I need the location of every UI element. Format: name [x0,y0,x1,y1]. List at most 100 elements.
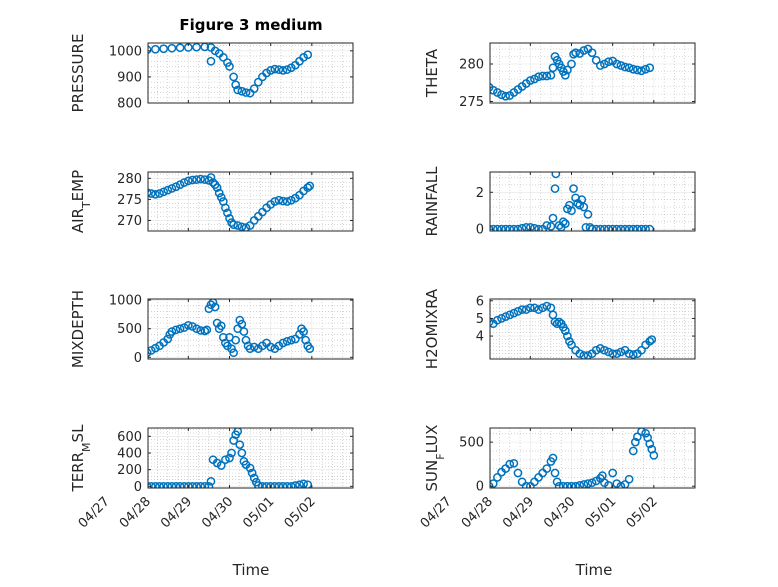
data-point [591,55,601,65]
data-point [497,90,506,100]
data-point [542,464,552,473]
data-point [548,63,558,73]
data-point [286,481,296,488]
data-point [159,44,168,54]
x-tick-label: 04/27 [418,494,455,531]
data-point [249,473,259,483]
y-tick-label: 280 [117,172,142,187]
data-point [175,324,185,334]
data-point [249,342,259,352]
data-point [517,305,527,314]
data-point [579,480,589,488]
data-point [231,335,241,345]
data-point [229,72,238,82]
series-markers [490,44,655,101]
data-point [206,476,216,486]
y-tick-label: 1000 [109,294,142,309]
series-markers [148,173,315,231]
data-point [591,224,601,231]
data-point [616,347,626,357]
data-point [604,224,613,231]
axes-background [490,172,695,231]
data-point [530,303,539,313]
data-point [247,468,257,478]
data-point [270,64,280,74]
data-point [270,197,280,206]
series-markers [148,299,315,358]
data-point [554,317,564,327]
x-axis-label: Time [232,561,270,579]
data-point [608,468,618,478]
data-point [179,481,189,488]
data-point [266,481,276,488]
data-point [624,224,634,231]
data-point [509,308,519,318]
data-point [604,347,613,357]
panel-pressure: 800 900 1000 PRESSURE [69,34,354,112]
data-point [305,181,315,191]
data-point [560,70,570,80]
y-axis-label: MIXDEPTH [69,290,87,368]
data-point [188,175,197,185]
data-point [567,481,576,488]
y-tick-label: 500 [117,322,142,337]
data-point [239,327,249,336]
data-point [231,80,241,90]
y-tick-label: 200 [117,463,142,478]
data-point [612,59,622,69]
data-point [237,222,247,231]
data-point [235,440,245,450]
data-point [616,61,626,70]
data-point [303,50,313,60]
data-point [171,325,181,335]
x-tick-label: 04/30 [541,494,578,531]
data-point [266,66,276,75]
data-point [148,481,156,488]
data-point [278,196,288,206]
data-point [305,344,315,354]
axes-box [147,171,354,232]
data-point [151,481,160,488]
data-point [159,187,168,197]
data-point [569,49,578,59]
data-point [155,189,164,198]
data-point [225,214,234,223]
data-point [179,178,189,187]
x-tick-label: 04/28 [117,494,154,531]
axes-background [148,43,353,103]
data-point [554,481,564,488]
data-point [612,349,622,359]
data-point [167,481,177,488]
data-point [192,324,201,334]
data-point [649,451,659,460]
data-point [245,463,255,473]
grid [148,172,353,231]
data-point [237,86,247,96]
data-point [245,221,255,230]
data-point [525,76,535,85]
data-point [241,335,251,345]
data-point [282,65,292,74]
y-axis-label: THETA [423,48,441,98]
data-point [221,455,230,465]
y-tick-label: 0 [476,223,484,238]
data-point [542,301,552,311]
data-point [299,479,308,488]
y-tick-label: 800 [117,97,142,112]
data-point [286,335,296,345]
data-point [148,188,152,197]
data-point [490,224,498,231]
y-axis-label: SUNFLUX [423,425,447,492]
data-point [282,197,292,206]
x-tick-label: 04/29 [500,494,537,531]
data-point [266,342,276,352]
data-point [200,481,210,488]
data-point [475,469,482,476]
data-point [525,303,535,313]
data-point [565,200,574,210]
data-point [579,351,589,359]
data-point [493,224,502,231]
data-point [620,62,630,72]
data-point [571,48,580,58]
data-point [216,192,226,202]
